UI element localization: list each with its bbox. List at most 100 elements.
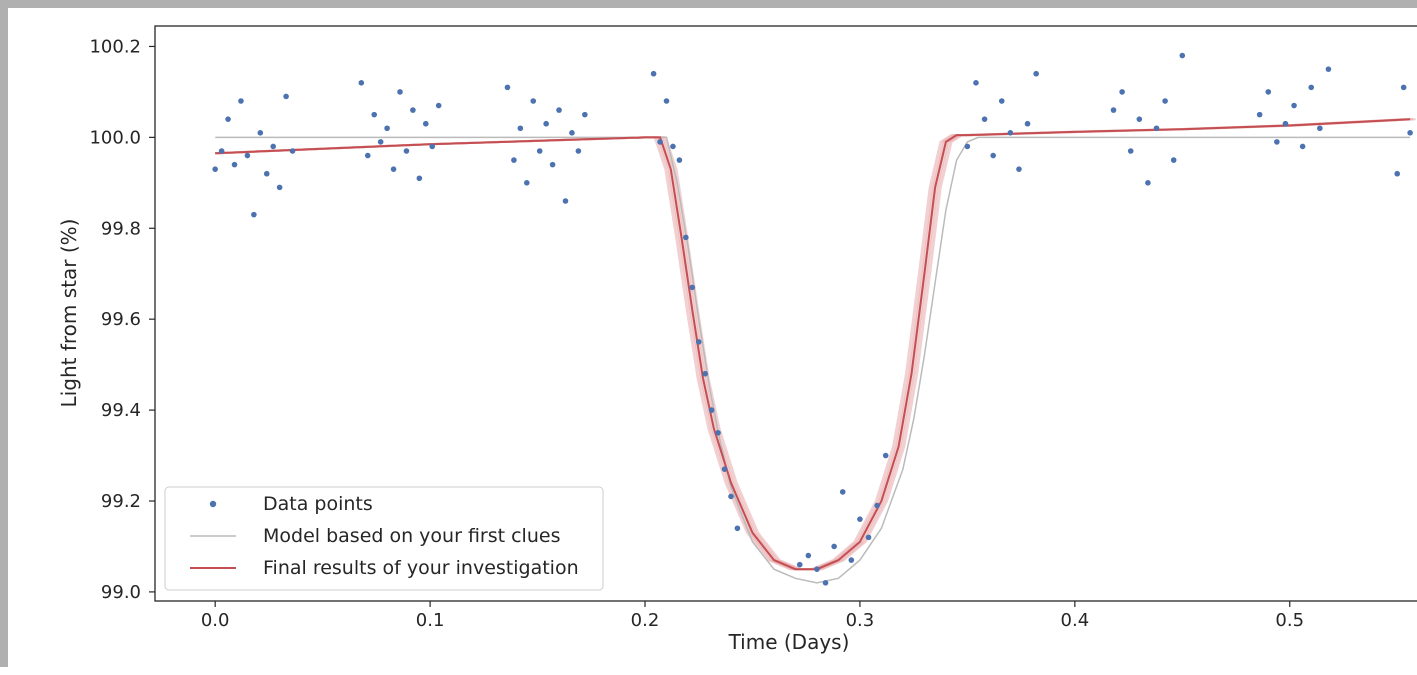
- data-point: [410, 107, 416, 113]
- data-point: [517, 125, 524, 132]
- data-point: [289, 148, 296, 154]
- data-point: [524, 180, 530, 186]
- plot-frame: [154, 25, 1417, 602]
- data-point: [1153, 125, 1160, 132]
- data-point: [1282, 120, 1289, 127]
- legend-entry-data-points: Data points: [263, 493, 373, 515]
- data-point: [1299, 143, 1306, 150]
- data-point: [1033, 70, 1039, 77]
- data-point: [504, 84, 511, 91]
- data-point: [263, 170, 270, 177]
- data-point: [1407, 130, 1413, 136]
- data-point: [270, 143, 277, 150]
- data-point: [1016, 166, 1022, 172]
- x-axis-ticks: 0.0 0.1 0.2 0.3 0.4 0.5: [201, 601, 1304, 631]
- data-point: [1179, 52, 1186, 59]
- transit-light-curve-chart: 0.0 0.1 0.2 0.3 0.4 0.5 99.0 99.2 99.4 99.6 99.8 1…: [57, 25, 1417, 654]
- data-point: [839, 489, 846, 495]
- data-point: [1274, 139, 1280, 145]
- x-tick-label: 0.3: [846, 610, 875, 631]
- data-point: [1325, 66, 1332, 72]
- data-point: [715, 430, 721, 436]
- data-point: [384, 125, 390, 132]
- data-point: [377, 139, 384, 145]
- legend-entry-final-results: Final results of your investigation: [263, 557, 579, 579]
- data-point: [689, 284, 696, 291]
- data-point: [371, 111, 378, 118]
- data-point: [429, 143, 436, 150]
- data-point: [397, 89, 403, 95]
- data-point: [990, 152, 996, 159]
- data-point: [556, 107, 562, 113]
- data-point: [549, 161, 556, 168]
- y-tick-label: 100.0: [89, 127, 141, 148]
- data-point: [283, 93, 289, 100]
- data-point: [1110, 107, 1117, 113]
- y-axis-label: Light from star (%): [57, 219, 81, 408]
- data-point: [848, 557, 855, 563]
- data-point: [251, 211, 257, 218]
- data-point: [582, 111, 588, 118]
- data-point: [364, 152, 371, 159]
- data-point: [536, 148, 543, 154]
- first-model-line: [215, 136, 1411, 584]
- data-point: [358, 80, 365, 86]
- x-tick-label: 0.0: [201, 610, 230, 631]
- data-point: [390, 166, 397, 172]
- data-point: [1127, 148, 1134, 154]
- data-point: [575, 148, 582, 154]
- data-point: [1291, 102, 1297, 109]
- data-point: [1265, 89, 1272, 95]
- legend-entry-first-model: Model based on your first clues: [263, 525, 560, 547]
- data-point: [1145, 180, 1151, 186]
- y-tick-label: 99.6: [101, 309, 141, 330]
- data-point: [1308, 84, 1315, 91]
- data-point: [543, 120, 549, 127]
- data-point: [562, 198, 569, 204]
- data-point: [416, 175, 423, 182]
- legend-box: [164, 486, 604, 591]
- data-point: [403, 148, 410, 154]
- data-point: [805, 552, 812, 559]
- data-point: [973, 80, 979, 86]
- y-axis-ticks: 99.0 99.2 99.4 99.6 99.8 100.0 100.2: [89, 36, 155, 603]
- data-point: [435, 102, 442, 109]
- data-point: [530, 98, 537, 104]
- legend: Data points Model based on your first cl…: [164, 486, 604, 591]
- x-axis-label: Time (Days): [728, 630, 850, 654]
- data-points-layer: [212, 52, 1413, 586]
- data-point: [1256, 111, 1263, 118]
- data-point: [1170, 157, 1177, 163]
- data-point: [238, 98, 244, 104]
- data-point: [882, 452, 889, 459]
- data-point: [822, 580, 829, 586]
- data-point: [702, 370, 708, 377]
- data-point: [569, 130, 575, 136]
- data-point: [1024, 120, 1031, 127]
- data-point: [1394, 170, 1401, 177]
- data-point: [276, 184, 283, 191]
- y-tick-label: 100.2: [89, 36, 141, 57]
- final-results-line: [215, 118, 1411, 571]
- data-point: [212, 166, 218, 172]
- y-tick-label: 99.4: [101, 400, 141, 421]
- data-point: [1119, 89, 1125, 95]
- data-point: [663, 98, 670, 104]
- data-point: [218, 148, 225, 154]
- data-point: [231, 161, 238, 168]
- y-tick-label: 99.8: [101, 218, 141, 239]
- data-point: [964, 143, 971, 150]
- data-point: [670, 143, 676, 150]
- data-point: [728, 493, 734, 500]
- data-point: [1007, 130, 1014, 136]
- data-point: [1317, 125, 1323, 132]
- data-point: [511, 157, 517, 163]
- final-results-curve-layer: [215, 118, 1411, 571]
- data-point: [695, 339, 702, 345]
- data-point: [1400, 84, 1407, 91]
- data-point: [657, 139, 663, 145]
- data-point: [683, 234, 689, 241]
- x-tick-label: 0.2: [631, 610, 660, 631]
- data-point: [676, 157, 683, 163]
